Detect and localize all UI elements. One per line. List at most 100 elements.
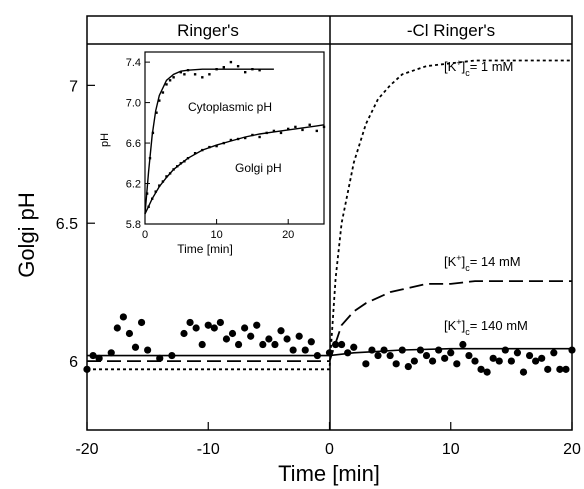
inset-x-tick-label: 10 xyxy=(210,229,222,241)
golgi-ph-inset-point xyxy=(215,144,218,148)
x-tick-label: -10 xyxy=(197,441,220,458)
golgi-ph-point xyxy=(404,362,412,371)
golgi-ph-inset-point xyxy=(251,133,254,137)
golgi-ph-point xyxy=(435,346,443,354)
golgi-ph-point xyxy=(398,346,406,354)
x-tick-label: 20 xyxy=(563,441,581,458)
golgi-ph-point xyxy=(113,324,121,332)
annotation-k1: [K+]c= 1 mM xyxy=(444,58,513,78)
golgi-ph-point xyxy=(447,349,455,357)
inset-label-golgi: Golgi pH xyxy=(235,161,282,175)
golgi-ph-point xyxy=(222,335,231,343)
golgi-ph-point xyxy=(241,324,249,332)
golgi-ph-point xyxy=(532,357,540,365)
golgi-ph-inset-point xyxy=(315,129,318,133)
inset-y-tick-label: 7.0 xyxy=(126,98,141,110)
main-data-points xyxy=(83,313,576,376)
golgi-ph-point xyxy=(338,340,346,349)
golgi-ph-point xyxy=(513,349,522,357)
golgi-ph-point xyxy=(416,346,425,354)
cytoplasmic-ph-point xyxy=(165,83,168,86)
golgi-ph-point xyxy=(125,329,134,338)
x-tick-label: 0 xyxy=(325,441,334,458)
golgi-ph-point xyxy=(410,357,418,365)
golgi-ph-point xyxy=(471,357,479,365)
cytoplasmic-ph-point xyxy=(155,111,158,114)
golgi-ph-point xyxy=(368,346,376,354)
cytoplasmic-ph-point xyxy=(172,76,175,79)
cytoplasmic-ph-point xyxy=(145,192,149,195)
golgi-ph-inset-point xyxy=(279,131,283,135)
golgi-ph-point xyxy=(168,351,176,360)
golgi-ph-inset-point xyxy=(229,138,233,142)
golgi-ph-point xyxy=(119,313,127,321)
cytoplasmic-ph-point xyxy=(186,69,190,72)
golgi-ph-inset-point xyxy=(193,152,197,155)
golgi-ph-inset-point xyxy=(222,141,225,145)
x-tick-label: 10 xyxy=(442,441,460,458)
series-line-solid xyxy=(87,347,572,357)
panel-title-right: -Cl Ringer's xyxy=(407,21,495,40)
golgi-ph-inset-point xyxy=(176,165,179,168)
golgi-ph-point xyxy=(501,346,509,354)
golgi-ph-inset-point xyxy=(151,197,154,200)
y-tick-label: 6.5 xyxy=(56,216,78,233)
golgi-ph-point xyxy=(422,351,431,360)
cytoplasmic-ph-point xyxy=(158,99,161,102)
panel-title-left: Ringer's xyxy=(177,21,239,40)
golgi-ph-point xyxy=(131,343,140,351)
cytoplasmic-ph-point xyxy=(161,91,165,94)
inset-y-tick-label: 7.4 xyxy=(126,57,141,69)
golgi-ph-point xyxy=(441,354,449,362)
inset-data-points xyxy=(145,60,326,208)
golgi-ph-point xyxy=(392,360,400,368)
golgi-ph-point xyxy=(204,321,212,329)
golgi-ph-point xyxy=(465,351,473,360)
golgi-ph-point xyxy=(428,357,437,365)
golgi-ph-point xyxy=(538,354,546,362)
cytoplasmic-ph-point xyxy=(208,73,211,76)
inset-y-tick-label: 6.6 xyxy=(126,138,141,150)
golgi-ph-point xyxy=(556,365,564,373)
golgi-ph-point xyxy=(228,329,237,338)
golgi-ph-point xyxy=(344,349,352,357)
golgi-ph-point xyxy=(568,346,576,354)
golgi-ph-inset-point xyxy=(179,162,182,165)
golgi-ph-point xyxy=(374,351,382,360)
cytoplasmic-ph-point xyxy=(229,60,233,64)
golgi-ph-point xyxy=(544,365,552,373)
cytoplasmic-ph-point xyxy=(236,65,240,68)
golgi-ph-inset-point xyxy=(186,157,190,160)
golgi-ph-inset-point xyxy=(265,131,268,135)
golgi-ph-point xyxy=(180,329,188,338)
inset-frame xyxy=(144,51,325,225)
golgi-ph-point xyxy=(483,368,491,376)
inset-x-tick-label: 20 xyxy=(282,229,294,241)
golgi-ph-point xyxy=(247,332,255,340)
golgi-ph-point xyxy=(83,365,91,373)
golgi-ph-point xyxy=(192,324,200,332)
golgi-ph-point xyxy=(477,365,485,373)
annotation-k14: [K+]c= 14 mM xyxy=(444,253,521,273)
inset-x-tick-label: 0 xyxy=(142,229,148,241)
golgi-ph-inset-point xyxy=(301,128,304,132)
golgi-ph-inset-point xyxy=(168,172,172,175)
inset-y-tick-label: 6.2 xyxy=(126,179,141,191)
golgi-ph-inset-point xyxy=(183,160,186,163)
golgi-ph-point xyxy=(234,340,243,349)
golgi-ph-inset-point xyxy=(172,168,175,171)
golgi-ph-point xyxy=(331,340,340,349)
golgi-ph-inset-point xyxy=(201,148,204,152)
golgi-ph-inset-point xyxy=(158,184,161,187)
golgi-ph-inset-point xyxy=(322,125,326,129)
golgi-ph-inset-point xyxy=(154,190,157,193)
golgi-ph-point xyxy=(386,351,394,360)
golgi-ph-point xyxy=(307,338,315,346)
cytoplasmic-ph-point xyxy=(258,69,261,72)
golgi-ph-inset-point xyxy=(258,135,261,139)
golgi-ph-inset-point xyxy=(287,127,290,131)
golgi-ph-point xyxy=(301,346,309,354)
golgi-ph-point xyxy=(295,332,303,340)
inset-y-axis-label: pH xyxy=(99,133,111,147)
